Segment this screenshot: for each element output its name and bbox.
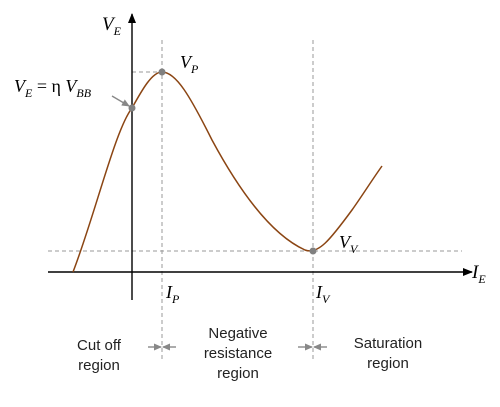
valley-point-label: VV [339,232,359,256]
cutoff-region-label: Cut off region [54,336,144,376]
y-axis-label: VE [102,14,122,38]
saturation-region-label: Saturation region [336,334,440,374]
intercept-arrow [111,95,130,107]
cutoff-region-line-1: Cut off [77,337,121,354]
intercept-point-marker [128,104,136,112]
negative-region-line-3: region [217,365,259,382]
intercept-label: VE = η VBB [14,76,92,100]
saturation-region-line-1: Saturation [353,335,423,352]
negative-region-line-2: resistance [203,345,273,362]
saturation-region-line-2: region [367,355,409,372]
negative-resistance-region-label: Negative resistance region [180,324,296,384]
valley-point-marker [309,247,317,255]
peak-point-marker [158,68,166,76]
x-axis-label: IE [471,262,486,286]
characteristic-curve [72,71,383,273]
peak-current-label: IP [165,282,180,306]
negative-region-line-1: Negative [208,325,268,342]
valley-current-label: IV [315,282,331,306]
peak-point-label: VP [180,52,199,76]
cutoff-region-line-2: region [78,357,120,374]
